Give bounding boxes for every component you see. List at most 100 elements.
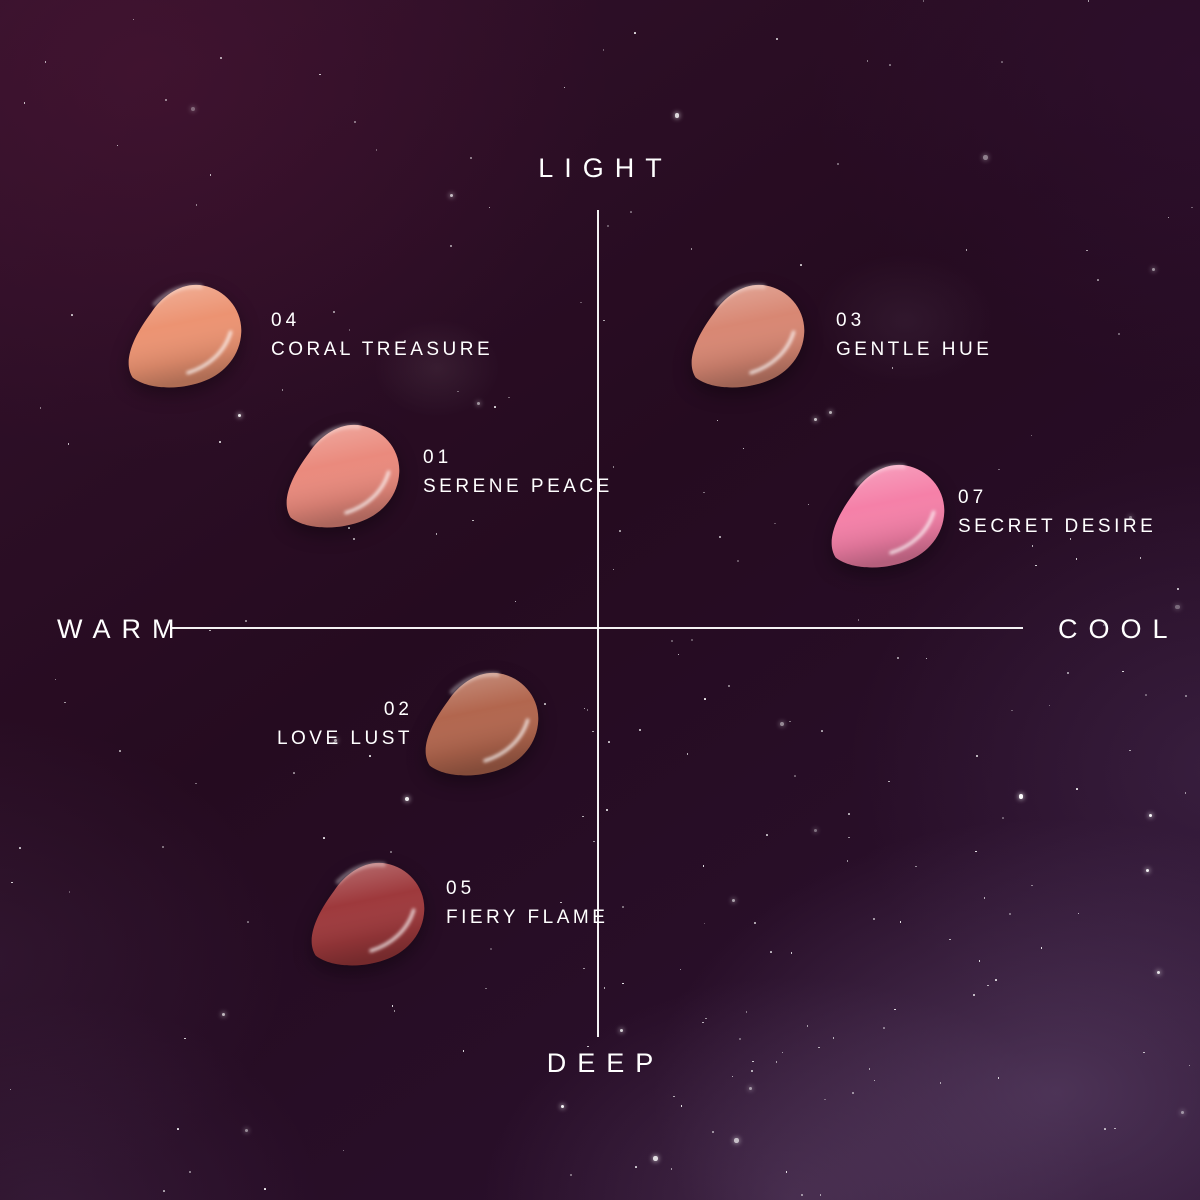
star <box>293 772 295 774</box>
star <box>754 922 757 925</box>
star <box>873 917 876 920</box>
star <box>1129 749 1131 752</box>
star <box>1031 884 1033 887</box>
shade-number: 02 <box>383 699 413 720</box>
star <box>779 721 785 727</box>
shade-label-secret-desire: 07 SECRET DESIRE <box>958 487 1156 538</box>
lip-drop-icon <box>128 283 242 388</box>
star <box>998 468 1000 471</box>
star <box>247 921 249 923</box>
star <box>1122 670 1124 673</box>
star <box>677 653 680 656</box>
star <box>630 211 632 213</box>
star <box>679 968 682 971</box>
star <box>563 86 566 89</box>
shade-label-serene-peace: 01 SERENE PEACE <box>423 447 613 498</box>
star <box>690 248 693 250</box>
star <box>848 813 850 815</box>
star <box>711 1130 714 1133</box>
star <box>603 319 605 322</box>
star <box>670 1168 673 1170</box>
shade-number: 01 <box>423 447 453 468</box>
star <box>821 730 823 732</box>
star <box>1146 869 1150 873</box>
star <box>732 899 736 903</box>
star <box>393 1010 396 1012</box>
star <box>1139 557 1142 559</box>
star <box>785 1171 788 1173</box>
lip-drop-icon <box>425 671 539 776</box>
star <box>1030 434 1033 437</box>
star <box>819 1194 822 1196</box>
star <box>404 796 410 802</box>
star <box>593 840 595 842</box>
star <box>922 0 925 2</box>
star <box>690 639 693 642</box>
star <box>1184 792 1186 794</box>
star <box>592 730 594 733</box>
lip-drop-icon <box>691 283 805 388</box>
star <box>995 979 997 981</box>
star <box>857 619 860 621</box>
star <box>369 755 371 757</box>
star <box>586 709 589 711</box>
star <box>716 419 719 422</box>
star <box>702 865 705 867</box>
star <box>883 1027 885 1029</box>
star <box>1180 1110 1184 1114</box>
shade-label-fiery-flame: 05 FIERY FLAME <box>446 878 608 929</box>
star <box>494 406 496 408</box>
shade-swatch-love-lust <box>420 660 548 786</box>
star <box>582 815 584 818</box>
star <box>177 1128 179 1130</box>
star <box>489 947 492 950</box>
shade-number: 03 <box>836 310 866 331</box>
horizontal-axis-line <box>172 627 1023 629</box>
star <box>190 106 196 112</box>
lip-drop-icon <box>831 463 945 568</box>
star <box>222 1012 226 1016</box>
star <box>119 750 121 752</box>
star <box>472 519 474 522</box>
star <box>673 1095 675 1098</box>
star <box>67 443 70 445</box>
star <box>736 559 739 562</box>
star <box>639 729 642 732</box>
star <box>1009 913 1012 916</box>
shade-swatch-secret-desire <box>826 452 954 578</box>
axis-label-warm: WARM <box>57 614 186 644</box>
star <box>1075 558 1078 560</box>
star <box>375 149 378 151</box>
shade-name: SECRET DESIRE <box>958 516 1157 537</box>
star <box>790 952 793 954</box>
star <box>674 113 680 118</box>
star <box>975 755 978 758</box>
star <box>873 1079 876 1082</box>
star <box>1002 817 1004 819</box>
shade-number: 05 <box>446 878 476 899</box>
star <box>789 720 791 723</box>
star <box>580 301 582 304</box>
star <box>734 1138 739 1143</box>
star <box>220 56 223 59</box>
star <box>23 102 26 104</box>
star <box>634 32 636 34</box>
star <box>1118 332 1121 335</box>
star <box>1069 538 1072 540</box>
star <box>776 38 779 41</box>
star <box>670 640 673 643</box>
star <box>745 1011 748 1013</box>
star <box>686 753 689 755</box>
lip-drop-icon <box>286 423 400 528</box>
star <box>68 891 71 893</box>
star <box>449 244 452 247</box>
star <box>866 60 869 62</box>
shade-name: SERENE PEACE <box>423 476 613 497</box>
star <box>897 657 900 660</box>
star <box>622 982 624 985</box>
star <box>1191 206 1193 209</box>
star <box>619 1028 623 1032</box>
star <box>353 120 356 123</box>
star <box>9 1088 12 1091</box>
